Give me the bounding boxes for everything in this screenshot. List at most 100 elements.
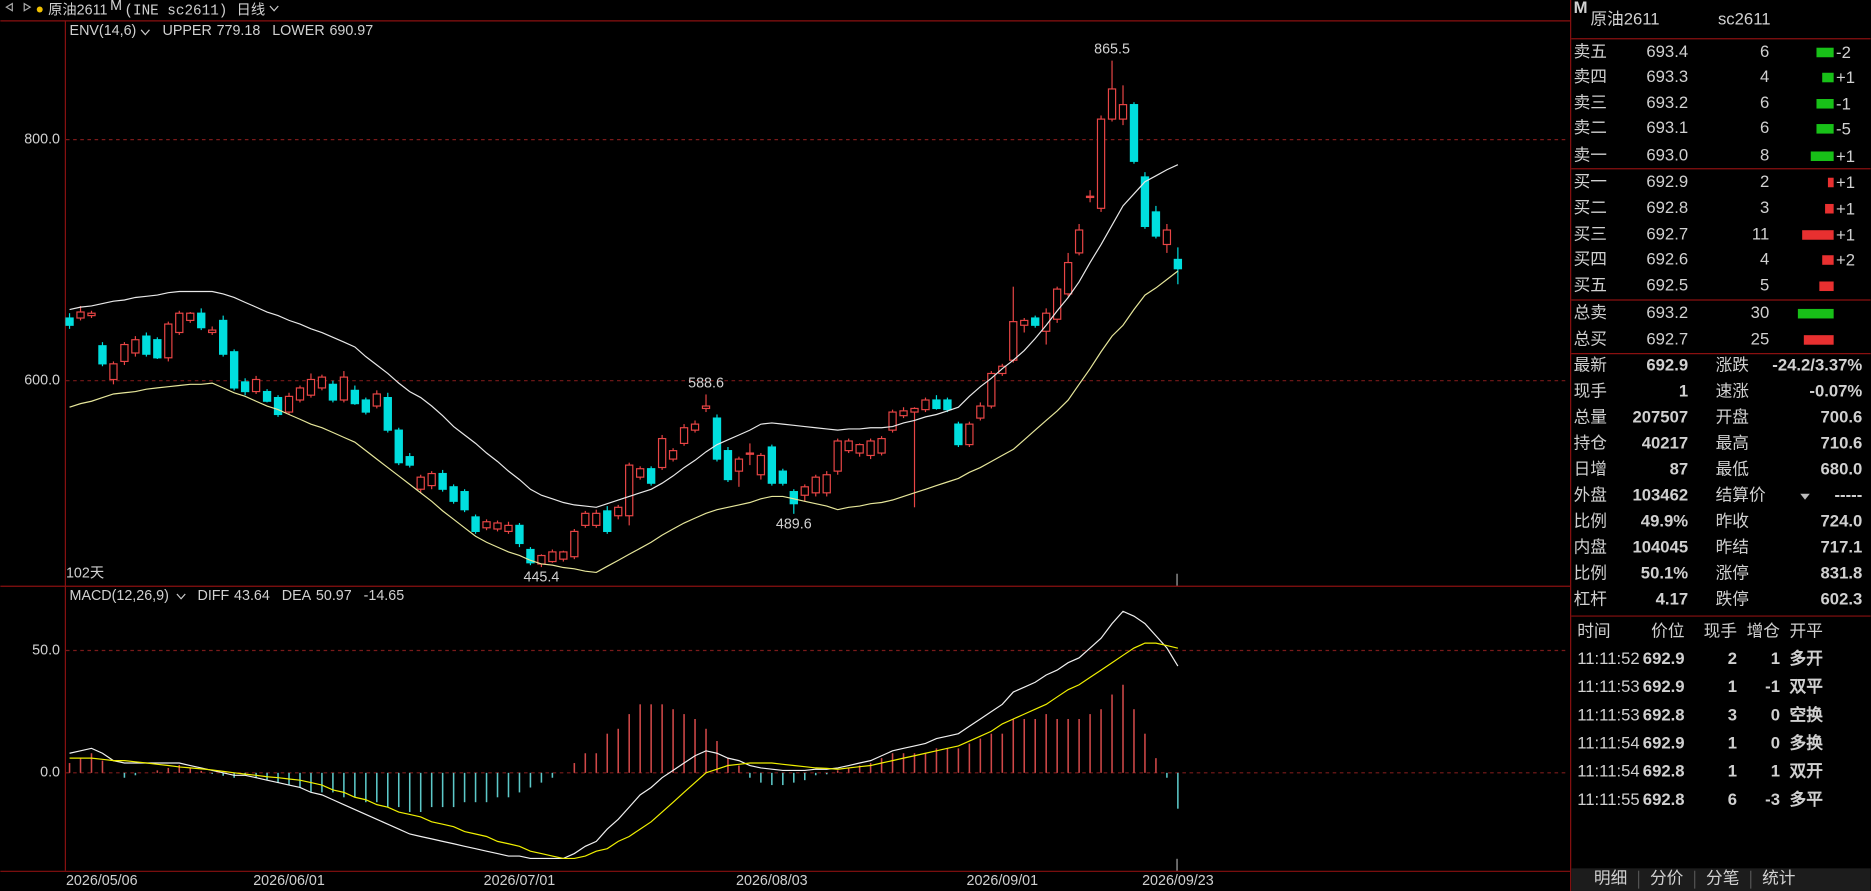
candle-body [208,329,217,334]
trade-cell: 692.8 [1643,762,1685,781]
candle-body [756,454,766,476]
book-volume: 2 [1760,172,1769,191]
extreme-label: 489.6 [776,516,812,532]
stat-value: 87 [1670,460,1689,479]
candle-body [690,423,700,431]
book-change: -5 [1836,119,1851,138]
stat-value: 710.6 [1821,434,1863,453]
trade-cell: 11:11:53 [1577,705,1639,724]
candle-body [383,396,392,431]
book-volume: 11 [1752,224,1769,243]
total-volume: 30 [1751,303,1770,322]
instrument-name: 原油2611 [48,2,107,19]
stat-value: 50.1% [1641,564,1688,583]
macd-chevron[interactable] [176,593,186,600]
candle-body [954,423,963,446]
candle-body [394,429,403,464]
candle-body [767,446,777,484]
env-chevron[interactable] [140,29,150,36]
trade-cell: 692.9 [1643,677,1685,696]
candle-body [229,351,239,389]
candle-body [712,417,722,460]
trade-cell: 双开 [1790,762,1824,781]
candle-body [1042,312,1051,332]
indicator-line [69,610,1179,860]
candle-body [592,512,601,526]
y-tick-label: 800.0 [24,131,60,147]
trade-cell: 692.8 [1643,790,1685,809]
total-volume: 25 [1751,329,1770,348]
stat-value: 717.1 [1821,538,1863,557]
stat-value: 700.6 [1821,408,1863,427]
x-tick-label: 2026/09/01 [967,873,1039,889]
indicator-name: MACD(12,26,9) [70,588,169,604]
candle-body [416,476,425,490]
total-label: 总卖 [1574,303,1607,322]
tab[interactable]: 明细 [1594,868,1627,887]
candle-body [262,390,272,402]
stat-value: 602.3 [1821,590,1863,609]
trade-cell: 11:11:54 [1577,733,1639,752]
candle-body [1020,319,1029,326]
book-price: 693.2 [1646,93,1688,112]
candle-body [1140,176,1150,227]
volume-bar [1816,124,1834,134]
dropdown-arrow[interactable] [1800,493,1810,500]
stat-value: 831.8 [1821,564,1863,583]
panel-title: 原油2611 [1590,10,1659,29]
stat-label: 开盘 [1716,408,1749,427]
candle-body [625,464,634,517]
tab[interactable]: 统计 [1762,868,1795,887]
trade-header: 增仓 [1747,622,1781,641]
stat-label: 跌停 [1716,590,1749,609]
trade-header: 现手 [1704,622,1737,641]
book-price: 693.4 [1646,42,1688,61]
candle-body [635,468,645,478]
candle-body [1031,317,1040,326]
candle-body [515,524,524,545]
candle-body [328,383,338,401]
candle-body [614,506,623,517]
candle-body [449,486,458,502]
volume-bar [1802,230,1834,240]
status-dot [36,6,43,13]
candle-body [1118,104,1128,120]
book-price: 693.3 [1646,67,1688,86]
y-tick-label: 600.0 [24,372,60,388]
book-label: 卖三 [1574,93,1607,112]
nav-icon[interactable] [5,2,32,12]
tab[interactable]: 分笔 [1706,868,1739,887]
total-price: 693.2 [1646,303,1688,322]
candle-body [723,450,733,481]
extreme-label: 865.5 [1094,42,1130,58]
candle-body [976,405,985,419]
x-tick-label: 2026/05/06 [66,873,138,889]
stat-value: 680.0 [1821,460,1863,479]
book-label: 卖四 [1574,67,1607,86]
candle-body [888,411,897,431]
stat-value: ----- [1834,486,1862,505]
book-volume: 5 [1760,276,1769,295]
candle-body [87,312,96,317]
period-chevron[interactable] [269,5,279,12]
candle-body [910,407,919,413]
candle-body [153,339,162,359]
trade-cell: 1 [1728,762,1737,781]
instrument-code: (INE sc2611) [124,4,227,20]
book-volume: 8 [1760,146,1769,165]
y-tick-label: 0.0 [40,765,60,781]
volume-bar [1822,255,1834,265]
candle-body [965,423,974,446]
book-label: 买三 [1574,224,1607,243]
stat-label: 速涨 [1716,382,1750,401]
candle-body [65,317,74,326]
candle-body [493,522,502,530]
candle-body [734,458,744,472]
stat-value: 692.9 [1646,356,1688,375]
flag: M [110,0,122,14]
total-bar [1797,308,1834,319]
book-price: 692.8 [1646,198,1688,217]
tab[interactable]: 分价 [1650,868,1684,887]
